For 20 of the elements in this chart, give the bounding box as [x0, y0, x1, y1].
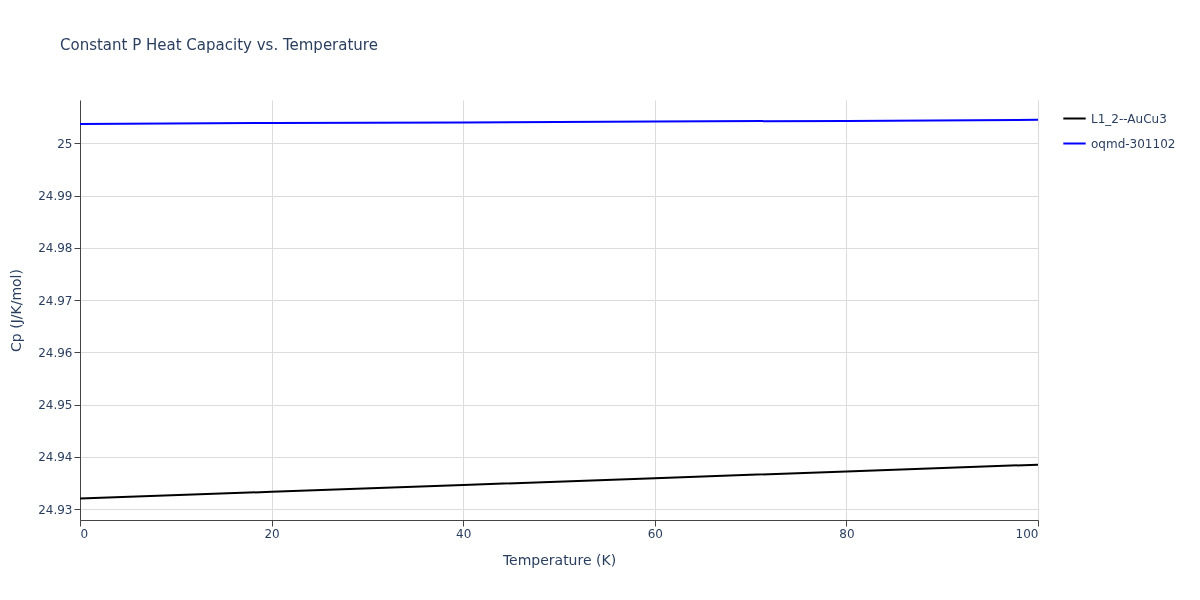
x-tick-label: 0 [80, 526, 89, 541]
chart-title: Constant P Heat Capacity vs. Temperature [60, 36, 378, 54]
y-tick-label: 24.98 [38, 241, 73, 256]
x-tick-label: 100 [1015, 526, 1039, 541]
x-axis-title: Temperature (K) [501, 551, 617, 568]
legend-label: L1_2--AuCu3 [1091, 111, 1167, 126]
y-tick-label: 24.99 [38, 189, 73, 204]
y-axis-title: Cp (J/K/mol) [8, 269, 25, 352]
y-tick-label: 24.95 [38, 398, 73, 413]
legend-label: oqmd-301102 [1091, 136, 1176, 151]
x-tick-label: 40 [456, 526, 472, 541]
y-tick-label: 24.96 [38, 345, 73, 360]
y-tick-label: 24.94 [38, 450, 73, 465]
y-tick-label: 24.97 [38, 293, 73, 308]
x-tick-label: 60 [647, 526, 663, 541]
y-tick-label: 24.93 [38, 502, 73, 517]
y-tick-label: 25 [57, 136, 73, 151]
x-tick-label: 20 [264, 526, 280, 541]
x-tick-label: 80 [839, 526, 855, 541]
line-series [79, 463, 1039, 500]
